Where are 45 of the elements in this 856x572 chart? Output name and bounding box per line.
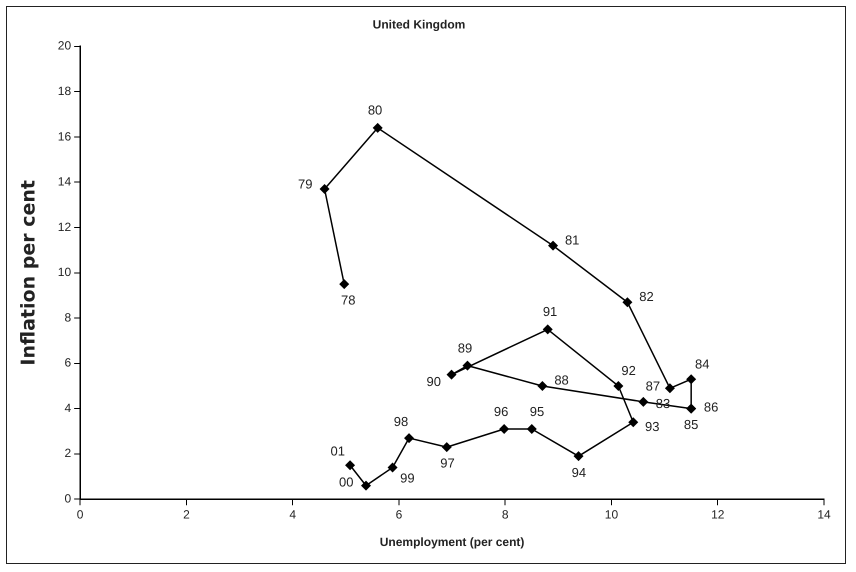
annotation: 87 — [646, 378, 660, 394]
annotation: 95 — [530, 404, 544, 420]
annotation: 84 — [694, 356, 710, 372]
annotation: 86 — [704, 399, 718, 414]
annotation: 88 — [554, 372, 569, 388]
x-tick-label: 4 — [289, 508, 296, 522]
x-tick-label: 2 — [183, 508, 190, 522]
annotation: 89 — [458, 340, 472, 356]
chart-title: United Kingdom — [372, 18, 466, 32]
y-tick-label: 12 — [58, 220, 72, 234]
annotation: 91 — [542, 304, 558, 320]
x-tick-label: 8 — [502, 508, 509, 522]
annotation: 92 — [621, 362, 636, 378]
y-tick-label: 16 — [58, 129, 72, 144]
annotation: 85 — [684, 417, 698, 432]
annotation: 79 — [298, 176, 312, 192]
x-tick-label: 12 — [711, 508, 725, 522]
y-tick-label: 2 — [64, 446, 72, 460]
y-tick-label: 20 — [58, 38, 72, 53]
y-tick-label: 10 — [58, 265, 72, 280]
annotation: 81 — [564, 232, 580, 248]
x-tick-label: 10 — [604, 508, 618, 522]
annotation: 99 — [400, 470, 415, 486]
annotation: 78 — [341, 292, 356, 308]
y-tick-label: 14 — [58, 174, 72, 189]
x-axis-title: Unemployment (per cent) — [380, 535, 524, 550]
annotation: 93 — [645, 419, 660, 434]
annotation: 97 — [440, 456, 455, 471]
annotation: 98 — [394, 414, 408, 430]
annotation: 94 — [572, 464, 586, 480]
y-tick-label: 0 — [64, 492, 72, 506]
annotation: 82 — [639, 288, 654, 304]
x-tick-label: 0 — [76, 508, 84, 522]
annotation: 90 — [426, 374, 442, 390]
annotation: 01 — [330, 443, 345, 458]
annotation: 96 — [494, 404, 508, 419]
y-tick-label: 18 — [58, 84, 72, 98]
y-tick-label: 4 — [64, 400, 72, 415]
x-tick-label: 6 — [396, 508, 403, 522]
y-tick-label: 8 — [64, 310, 72, 324]
x-tick-label: 14 — [817, 508, 831, 522]
y-axis-title: Inflation per cent — [17, 180, 40, 366]
annotation: 00 — [339, 474, 354, 490]
y-tick-label: 6 — [64, 356, 72, 370]
annotation: 80 — [368, 102, 382, 118]
